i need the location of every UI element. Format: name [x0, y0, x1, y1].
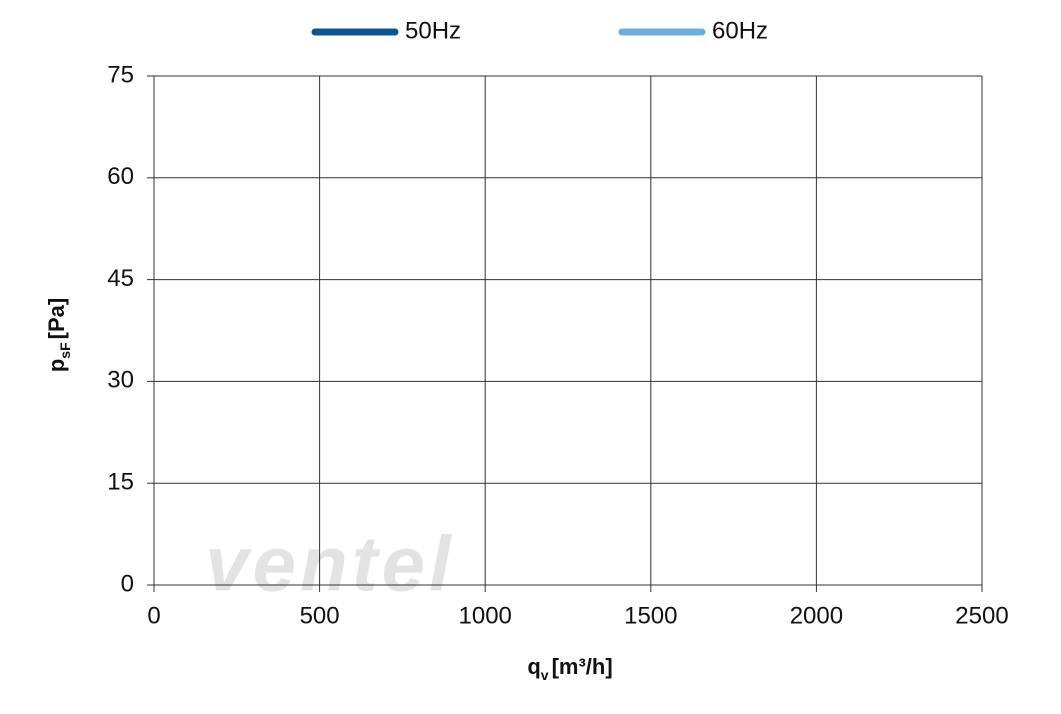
- legend-label: 50Hz: [405, 17, 461, 44]
- legend-label: 60Hz: [712, 17, 768, 44]
- watermark: ventel: [205, 520, 454, 608]
- y-tick-label: 15: [107, 469, 134, 496]
- x-tick-label: 0: [147, 602, 160, 629]
- x-tick-label: 1000: [459, 602, 512, 629]
- x-tick-label: 500: [300, 602, 340, 629]
- y-tick-label: 45: [107, 265, 134, 292]
- y-tick-label: 60: [107, 163, 134, 190]
- x-tick-label: 1500: [624, 602, 677, 629]
- x-axis-title: qv [m³/h]: [527, 654, 612, 683]
- y-tick-label: 75: [107, 61, 134, 88]
- y-tick-label: 30: [107, 367, 134, 394]
- x-tick-label: 2500: [955, 602, 1008, 629]
- y-tick-label: 0: [121, 570, 134, 597]
- x-tick-label: 2000: [790, 602, 843, 629]
- y-axis-title: psF[Pa]: [44, 298, 73, 372]
